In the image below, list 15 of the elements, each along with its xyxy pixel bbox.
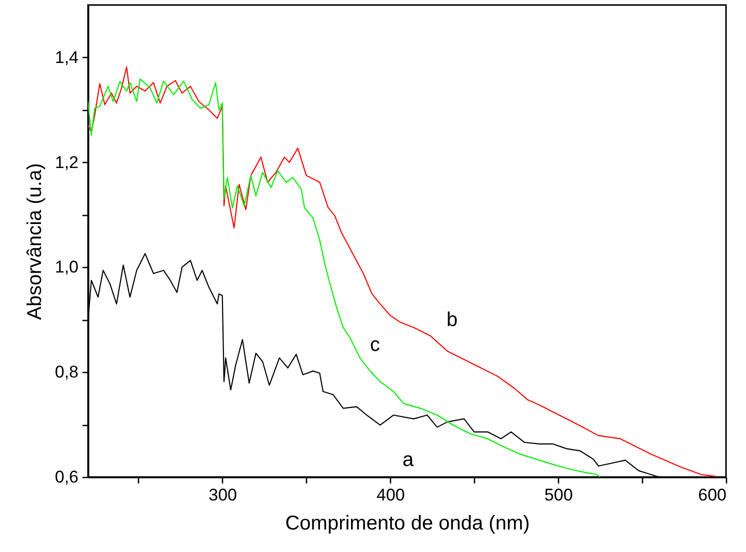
annotation: a <box>402 449 414 471</box>
x-axis-title: Comprimento de onda (nm) <box>285 512 530 534</box>
y-tick-label: 1,4 <box>54 48 78 67</box>
annotation: b <box>446 309 458 331</box>
y-tick-label: 0,8 <box>54 362 78 382</box>
x-tick-label: 500 <box>544 486 573 504</box>
line-series <box>88 78 601 477</box>
y-tick-label: 1,2 <box>54 152 78 172</box>
x-tick-label: 600 <box>698 486 726 504</box>
x-tick-label: 400 <box>376 486 405 504</box>
annotation: c <box>370 334 380 356</box>
y-tick-label: 1,0 <box>54 258 78 277</box>
y-tick-label: 0,6 <box>54 468 78 486</box>
x-tick-label: 300 <box>208 486 238 504</box>
y-axis-title: Absorvância (u.a) <box>24 163 46 320</box>
